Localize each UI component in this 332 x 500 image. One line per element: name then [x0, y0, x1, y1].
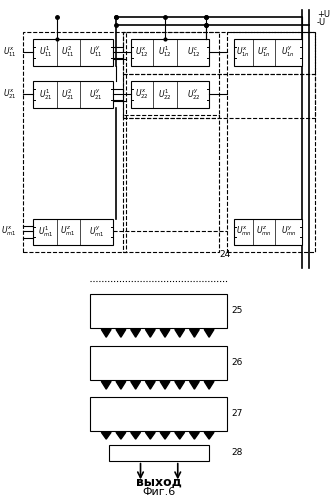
Bar	[33, 218, 113, 245]
Polygon shape	[175, 330, 185, 337]
Polygon shape	[190, 382, 199, 389]
Text: $U^y_{mn}$: $U^y_{mn}$	[281, 224, 296, 238]
Polygon shape	[204, 382, 214, 389]
Polygon shape	[131, 432, 140, 439]
Bar	[109, 445, 209, 460]
Bar	[123, 32, 315, 74]
Text: 27: 27	[232, 409, 243, 418]
Text: $U^x_{m1}$: $U^x_{m1}$	[1, 224, 17, 238]
Text: $U^y_{m1}$: $U^y_{m1}$	[89, 224, 104, 239]
Polygon shape	[204, 330, 214, 337]
Polygon shape	[175, 432, 185, 439]
Text: $U^z_{1n}$: $U^z_{1n}$	[257, 46, 271, 59]
Text: $U^1_{11}$: $U^1_{11}$	[39, 44, 52, 60]
Text: +U: +U	[317, 10, 330, 20]
Text: 24: 24	[219, 250, 230, 260]
Text: $U^y_{11}$: $U^y_{11}$	[90, 44, 103, 60]
Polygon shape	[131, 330, 140, 337]
Bar	[123, 32, 219, 117]
Polygon shape	[160, 330, 170, 337]
Bar	[131, 40, 209, 66]
Text: $U^2_{21}$: $U^2_{21}$	[61, 86, 75, 102]
Polygon shape	[204, 432, 214, 439]
Polygon shape	[145, 432, 155, 439]
Polygon shape	[101, 330, 111, 337]
Bar	[33, 40, 113, 66]
Polygon shape	[145, 382, 155, 389]
Text: -U: -U	[317, 18, 326, 27]
Text: $U^x_{12}$: $U^x_{12}$	[134, 46, 148, 59]
Bar	[90, 294, 227, 328]
Text: Фиг.6: Фиг.6	[142, 487, 176, 497]
Text: $U^1_{12}$: $U^1_{12}$	[158, 44, 172, 60]
Polygon shape	[116, 382, 126, 389]
Bar	[123, 74, 315, 118]
Bar	[123, 115, 219, 252]
Text: $U^y_{1n}$: $U^y_{1n}$	[282, 44, 295, 60]
Bar	[33, 82, 113, 108]
Polygon shape	[116, 432, 126, 439]
Text: выход: выход	[136, 476, 182, 489]
Polygon shape	[116, 330, 126, 337]
Bar	[23, 32, 126, 252]
Text: 25: 25	[232, 306, 243, 316]
Bar	[234, 40, 302, 66]
Text: $U^2_{11}$: $U^2_{11}$	[61, 44, 75, 60]
Text: 26: 26	[232, 358, 243, 367]
Text: $U^x_{22}$: $U^x_{22}$	[134, 88, 148, 101]
Bar	[131, 82, 209, 108]
Polygon shape	[190, 432, 199, 439]
Polygon shape	[131, 382, 140, 389]
Text: 28: 28	[232, 448, 243, 458]
Bar	[90, 397, 227, 432]
Text: $U^y_{21}$: $U^y_{21}$	[90, 87, 103, 102]
Polygon shape	[101, 432, 111, 439]
Text: $U^x_{11}$: $U^x_{11}$	[3, 46, 17, 59]
Polygon shape	[160, 432, 170, 439]
Text: $U^1_{m1}$: $U^1_{m1}$	[38, 224, 53, 239]
Text: $U^1_{22}$: $U^1_{22}$	[158, 86, 172, 102]
Bar	[227, 32, 315, 252]
Polygon shape	[190, 330, 199, 337]
Polygon shape	[175, 382, 185, 389]
Polygon shape	[160, 382, 170, 389]
Bar	[90, 346, 227, 380]
Text: $U^c_{12}$: $U^c_{12}$	[187, 46, 201, 59]
Text: $U^1_{21}$: $U^1_{21}$	[39, 86, 52, 102]
Text: $U^z_{m1}$: $U^z_{m1}$	[60, 224, 76, 238]
Text: $U^y_{22}$: $U^y_{22}$	[187, 87, 201, 102]
Text: $U^x_{21}$: $U^x_{21}$	[3, 88, 17, 101]
Text: $U^x_{1n}$: $U^x_{1n}$	[236, 46, 250, 59]
Text: $U^x_{mn}$: $U^x_{mn}$	[235, 224, 251, 238]
Polygon shape	[101, 382, 111, 389]
Text: $U^z_{mn}$: $U^z_{mn}$	[256, 224, 272, 238]
Polygon shape	[145, 330, 155, 337]
Bar	[234, 218, 302, 245]
